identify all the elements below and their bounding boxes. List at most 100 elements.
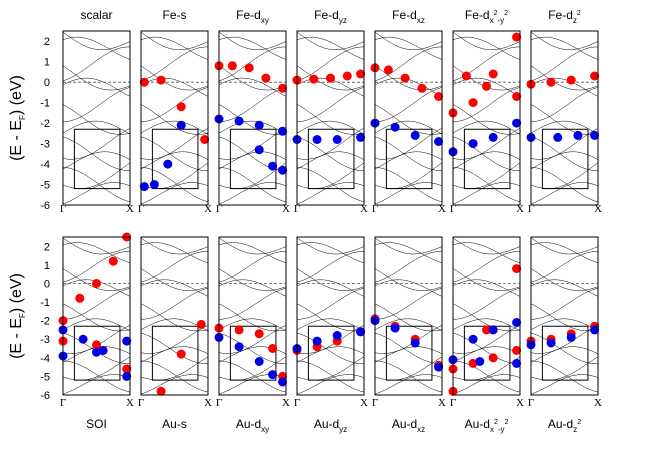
red-weight-point bbox=[139, 77, 149, 87]
band-line bbox=[62, 182, 131, 205]
panel-title: Au-dxy bbox=[236, 417, 269, 434]
k-label-x: X bbox=[204, 397, 212, 409]
k-label-x: X bbox=[360, 397, 368, 409]
y-tick-label: -4 bbox=[40, 353, 50, 365]
k-label-x: X bbox=[126, 203, 134, 215]
red-weight-point bbox=[488, 353, 498, 363]
blue-weight-point bbox=[163, 159, 173, 169]
y-tick-label: -2 bbox=[40, 316, 50, 328]
band-line bbox=[452, 104, 521, 135]
band-line bbox=[296, 182, 365, 205]
band-line bbox=[218, 65, 287, 91]
y-tick-label: -2 bbox=[40, 118, 50, 130]
band-line bbox=[530, 87, 599, 123]
band-line bbox=[218, 77, 287, 97]
y-tick-label: -1 bbox=[40, 98, 50, 110]
band-line bbox=[296, 303, 365, 332]
band-line bbox=[140, 251, 209, 283]
band-line bbox=[218, 46, 287, 82]
panel-title: Au-dxz bbox=[392, 417, 425, 434]
band-line bbox=[296, 65, 365, 91]
panel-frame bbox=[374, 236, 443, 396]
red-weight-point bbox=[461, 71, 471, 81]
band-line bbox=[140, 374, 209, 395]
band-line bbox=[218, 318, 287, 332]
red-weight-point bbox=[92, 279, 101, 288]
blue-weight-point bbox=[590, 325, 600, 335]
k-label-x: X bbox=[282, 203, 290, 215]
band-line bbox=[452, 374, 521, 395]
blue-weight-point bbox=[488, 132, 498, 142]
red-weight-point bbox=[342, 71, 352, 81]
red-weight-point bbox=[156, 386, 166, 396]
band-line bbox=[218, 36, 287, 60]
band-line bbox=[140, 120, 209, 135]
red-weight-point bbox=[268, 344, 278, 353]
band-line bbox=[218, 182, 287, 205]
band-line bbox=[296, 279, 365, 297]
red-weight-point bbox=[176, 102, 186, 112]
red-weight-point bbox=[309, 74, 319, 84]
y-tick-label: 1 bbox=[44, 260, 50, 272]
band-line bbox=[140, 182, 209, 205]
blue-weight-point bbox=[475, 357, 485, 366]
y-tick-label: 1 bbox=[44, 57, 50, 69]
panel-frame bbox=[530, 236, 599, 396]
band-line bbox=[62, 374, 131, 395]
k-label-gamma: Γ bbox=[60, 397, 66, 409]
panel-title: Fe-s bbox=[163, 8, 187, 22]
energy-window-box bbox=[151, 128, 199, 190]
k-label-gamma: Γ bbox=[138, 397, 144, 409]
red-weight-point bbox=[156, 75, 166, 85]
panel-top-4: Fe-dxz Γ X bbox=[370, 8, 446, 215]
band-line bbox=[374, 318, 443, 332]
k-label-x: X bbox=[516, 397, 524, 409]
red-weight-point bbox=[482, 81, 491, 91]
blue-weight-point bbox=[390, 122, 400, 132]
band-line bbox=[296, 46, 365, 82]
energy-window-box bbox=[463, 128, 511, 190]
red-weight-point bbox=[244, 63, 254, 73]
band-line bbox=[140, 104, 209, 135]
blue-weight-point bbox=[234, 342, 244, 352]
band-line bbox=[62, 287, 131, 320]
blue-weight-point bbox=[488, 325, 498, 335]
energy-window-box bbox=[541, 325, 589, 381]
band-line bbox=[140, 36, 209, 60]
blue-weight-point bbox=[566, 332, 576, 342]
panel-title: Fe-dz2 bbox=[548, 8, 581, 25]
blue-weight-point bbox=[468, 334, 478, 344]
panel-bottom-2: Au-dxy Γ X bbox=[214, 236, 290, 434]
panel-title: SOI bbox=[86, 417, 107, 431]
band-line bbox=[530, 251, 599, 283]
band-line bbox=[374, 251, 443, 283]
band-line bbox=[296, 268, 365, 291]
band-line bbox=[218, 104, 287, 135]
blue-weight-point bbox=[390, 323, 400, 333]
panel-title: scalar bbox=[80, 8, 112, 22]
band-line bbox=[218, 268, 287, 291]
red-weight-point bbox=[512, 92, 522, 101]
panel-frame bbox=[218, 30, 287, 206]
band-line bbox=[62, 237, 131, 255]
y-tick-label: -1 bbox=[40, 297, 50, 309]
k-label-x: X bbox=[438, 203, 446, 215]
band-line bbox=[296, 318, 365, 332]
y-tick-label: -5 bbox=[40, 180, 50, 192]
blue-weight-point bbox=[356, 327, 366, 337]
band-line bbox=[374, 46, 443, 82]
k-label-gamma: Γ bbox=[216, 397, 222, 409]
band-line bbox=[530, 318, 599, 332]
blue-weight-point bbox=[278, 377, 288, 387]
red-weight-point bbox=[200, 135, 210, 144]
band-line bbox=[62, 77, 131, 97]
k-label-x: X bbox=[126, 397, 134, 409]
k-label-gamma: Γ bbox=[60, 203, 66, 215]
band-line bbox=[218, 120, 287, 135]
band-line bbox=[62, 87, 131, 123]
blue-weight-point bbox=[573, 130, 583, 140]
energy-window-box bbox=[73, 128, 121, 190]
k-label-x: X bbox=[594, 203, 602, 215]
